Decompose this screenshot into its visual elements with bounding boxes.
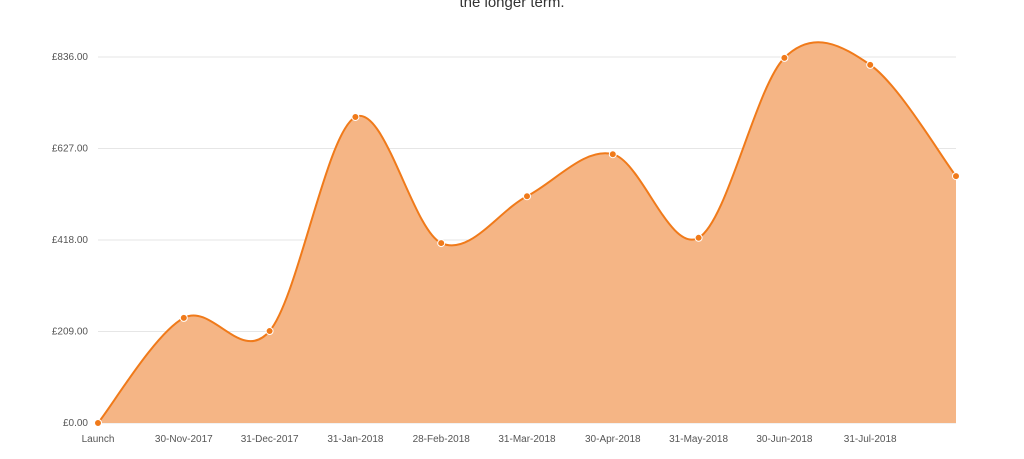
x-tick-label: 31-Jan-2018 [327,434,384,445]
x-tick-label: 28-Feb-2018 [413,434,471,445]
x-tick-label: 30-Apr-2018 [585,434,641,445]
x-tick-label: 30-Nov-2017 [155,434,213,445]
area [98,42,956,423]
x-tick-label: 30-Jun-2018 [756,434,813,445]
point [437,239,446,248]
x-tick-label: 31-May-2018 [669,434,728,445]
y-tick-label: £836.00 [52,52,89,63]
y-tick-label: £209.00 [52,327,89,338]
point [94,419,102,427]
point [780,53,789,62]
point [694,233,703,242]
line [97,41,957,424]
point [351,112,360,121]
x-tick-label: 31-Mar-2018 [498,434,556,445]
chart-title: the longer term. [459,0,564,11]
point [179,313,188,322]
point [608,150,617,159]
y-tick-label: £418.00 [52,235,89,246]
y-tick-label: £0.00 [63,418,88,429]
x-tick-label: 31-Jul-2018 [844,434,897,445]
point [523,192,531,201]
y-tick-label: £627.00 [52,144,89,155]
x-tick-label: 31-Dec-2017 [241,434,299,445]
point [952,172,960,181]
point [866,60,875,69]
point [265,327,274,336]
x-tick-label: Launch [82,434,115,445]
